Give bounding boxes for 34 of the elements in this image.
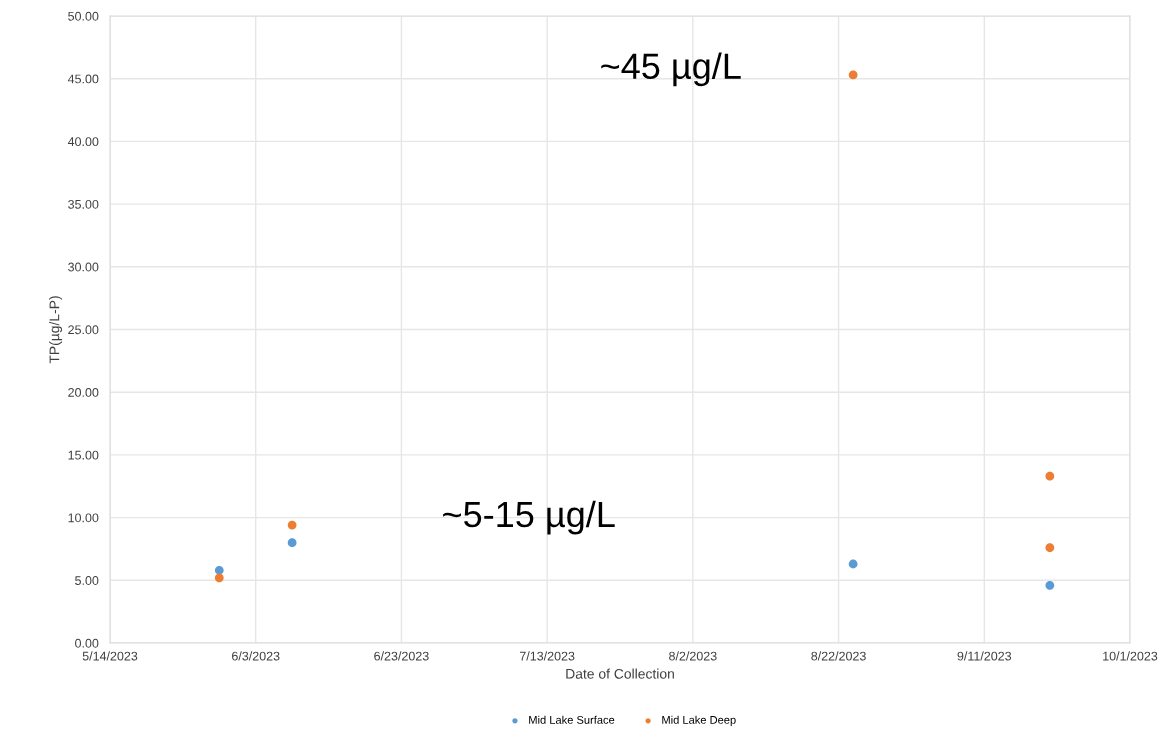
y-tick-label: 5.00 xyxy=(75,576,99,585)
y-tick-label: 20.00 xyxy=(68,388,99,397)
x-tick-label: 5/14/2023 xyxy=(82,651,138,661)
x-tick-label: 10/1/2023 xyxy=(1103,651,1158,661)
x-tick-label: 6/23/2023 xyxy=(374,651,429,661)
x-tick-label: 8/2/2023 xyxy=(669,651,717,661)
x-tick-label: 7/13/2023 xyxy=(519,651,575,661)
point xyxy=(287,520,297,530)
y-tick-label: 40.00 xyxy=(67,137,99,147)
point xyxy=(287,538,297,548)
annotation: ~5-15 µg/L xyxy=(443,500,615,535)
x-tick-label: 9/11/2023 xyxy=(957,651,1012,661)
legend-label: Mid Lake Surface xyxy=(529,715,615,724)
point xyxy=(1045,543,1055,553)
x-axis-title: Date of Collection xyxy=(566,668,674,679)
y-tick-label: 10.00 xyxy=(68,513,99,523)
y-tick-label: 45.00 xyxy=(67,74,99,84)
point xyxy=(214,565,224,575)
point xyxy=(1045,471,1055,481)
legend-label: Mid Lake Deep xyxy=(662,715,736,727)
y-tick-label: 50.00 xyxy=(68,11,99,21)
y-tick-label: 15.00 xyxy=(68,450,99,460)
point xyxy=(848,559,858,569)
y-tick-label: 35.00 xyxy=(68,199,99,209)
x-tick-label: 8/22/2023 xyxy=(811,651,866,661)
point xyxy=(848,70,858,80)
y-tick-label: 0.00 xyxy=(75,638,99,648)
y-axis-title: TP(µg/L-P) xyxy=(49,296,63,364)
x-tick-label: 6/3/2023 xyxy=(232,651,280,661)
y-tick-label: 30.00 xyxy=(68,262,99,272)
annotation: ~45 µg/L xyxy=(601,52,741,87)
point xyxy=(214,573,224,583)
point xyxy=(1045,580,1055,590)
y-tick-label: 25.00 xyxy=(68,325,99,335)
